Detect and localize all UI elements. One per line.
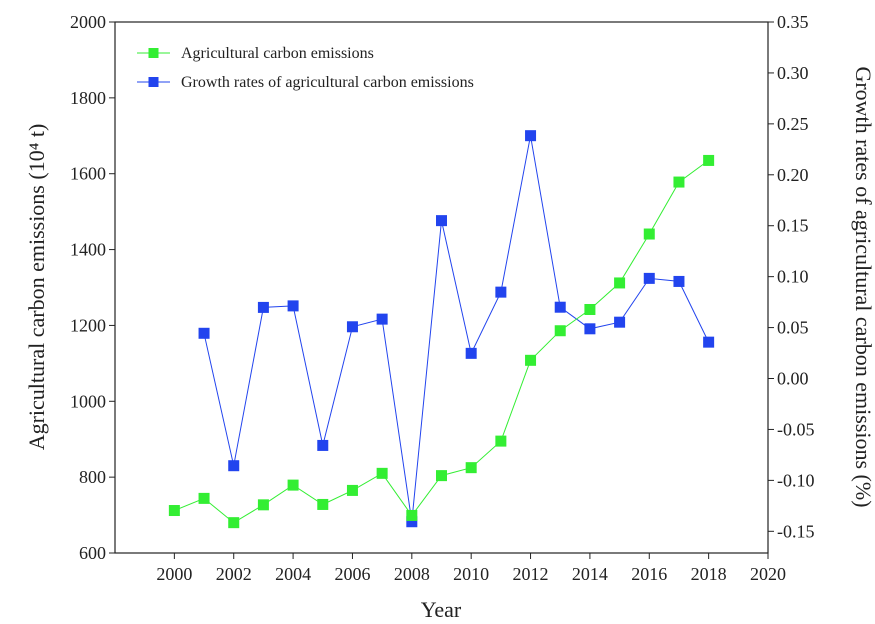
data-point-growth xyxy=(406,516,418,528)
y-left-tick-label: 600 xyxy=(79,543,106,563)
y-right-tick-label: 0.30 xyxy=(777,63,809,83)
data-point-growth xyxy=(525,130,537,142)
data-point-emissions xyxy=(228,517,240,529)
data-point-growth xyxy=(673,275,685,287)
y-right-tick-label: 0.25 xyxy=(777,114,809,134)
data-point-emissions xyxy=(465,462,477,474)
x-tick-label: 2000 xyxy=(156,564,192,584)
data-point-emissions xyxy=(346,484,358,496)
data-point-emissions xyxy=(376,467,388,479)
series-line-emissions xyxy=(174,159,709,524)
data-point-growth xyxy=(584,323,596,335)
data-point-emissions xyxy=(168,505,180,517)
data-point-emissions xyxy=(436,470,447,482)
data-point-growth xyxy=(703,336,715,348)
data-point-emissions xyxy=(584,303,596,315)
data-point-emissions xyxy=(257,499,269,511)
data-point-emissions xyxy=(703,154,715,166)
legend-marker-emissions xyxy=(148,48,159,58)
legend: Agricultural carbon emissions Growth rat… xyxy=(137,45,474,91)
data-point-growth xyxy=(643,272,655,284)
x-tick-label: 2014 xyxy=(572,564,608,584)
data-point-growth xyxy=(554,301,566,313)
data-point-emissions xyxy=(198,492,210,504)
plot-frame xyxy=(114,21,769,554)
y-right-tick-label: 0.15 xyxy=(777,216,809,236)
series-line-growth xyxy=(203,135,710,522)
legend-marker-growth xyxy=(148,77,159,87)
data-point-emissions xyxy=(525,354,537,366)
data-point-growth xyxy=(614,316,626,328)
x-tick-label: 2016 xyxy=(631,564,667,584)
data-point-growth xyxy=(376,313,388,325)
y-left-tick-label: 800 xyxy=(79,467,106,487)
data-point-growth xyxy=(346,321,358,333)
legend-label-emissions: Agricultural carbon emissions xyxy=(181,45,374,62)
data-point-growth xyxy=(287,300,299,312)
x-tick-label: 2004 xyxy=(275,564,311,584)
y-left-tick-label: 2000 xyxy=(70,12,106,32)
y-right-tick-label: 0.10 xyxy=(777,267,809,287)
series-layer xyxy=(168,130,715,529)
y-right-tick-label: 0.35 xyxy=(777,12,809,32)
y-right-tick-label: 0.20 xyxy=(777,165,809,185)
data-point-growth xyxy=(465,347,477,359)
data-point-emissions xyxy=(495,435,507,447)
data-point-emissions xyxy=(643,228,655,240)
data-point-growth xyxy=(198,327,210,339)
x-tick-label: 2012 xyxy=(513,564,549,584)
y-right-tick-label: 0.05 xyxy=(777,318,809,338)
data-point-growth xyxy=(257,301,269,313)
y-right-tick-label: -0.10 xyxy=(777,470,815,490)
data-point-growth xyxy=(317,439,329,451)
data-point-emissions xyxy=(614,277,626,289)
x-tick-label: 2010 xyxy=(453,564,489,584)
y-right-tick-label: -0.05 xyxy=(777,419,815,439)
data-point-emissions xyxy=(406,509,418,521)
x-tick-label: 2006 xyxy=(334,564,370,584)
data-point-emissions xyxy=(554,325,566,337)
x-tick-label: 2018 xyxy=(691,564,727,584)
y-axis-title-left: Agricultural carbon emissions (10⁴ t) xyxy=(24,124,49,451)
x-tick-label: 2020 xyxy=(750,564,786,584)
y-left-tick-label: 1400 xyxy=(70,240,106,260)
data-point-growth xyxy=(228,460,240,472)
y-left-tick-label: 1600 xyxy=(70,164,106,184)
y-left-tick-label: 1800 xyxy=(70,88,106,108)
y-left-tick-label: 1200 xyxy=(70,315,106,335)
data-point-growth xyxy=(436,215,447,227)
y-right-tick-label: 0.00 xyxy=(777,369,809,389)
x-tick-label: 2002 xyxy=(216,564,252,584)
y-right-tick-label: -0.15 xyxy=(777,521,815,541)
data-point-emissions xyxy=(317,498,329,510)
data-point-growth xyxy=(495,286,507,298)
legend-label-growth: Growth rates of agricultural carbon emis… xyxy=(181,74,474,91)
data-point-emissions xyxy=(673,176,685,188)
x-tick-label: 2008 xyxy=(394,564,430,584)
axis-ticks: 2000 2002 2004 2006 2008 2010 2012 2014 2016 2018… xyxy=(70,12,815,584)
y-axis-title-right: Growth rates of agricultural carbon emis… xyxy=(851,66,875,507)
y-left-tick-label: 1000 xyxy=(70,391,106,411)
data-point-emissions xyxy=(287,479,299,491)
x-axis-title: Year xyxy=(421,597,462,622)
